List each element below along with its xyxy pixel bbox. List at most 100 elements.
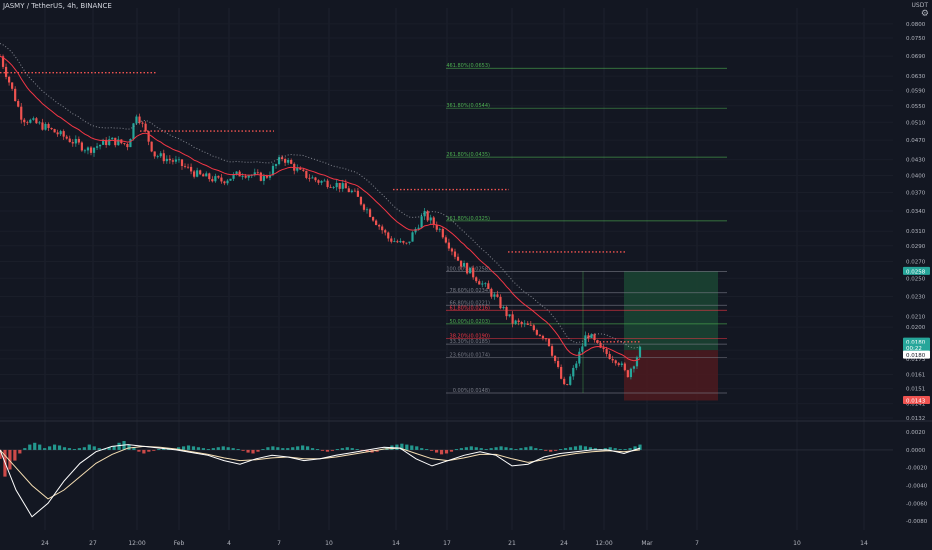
macd-histogram-bar [52,444,57,450]
macd-histogram-bar [568,447,573,450]
candle-body [547,338,551,347]
time-axis[interactable]: 24 27 12:00 Feb 4 7 10 14 17 21 24 12:00 Mar 7 10 14 [41,540,868,547]
gear-icon[interactable]: ⚙ [920,9,929,19]
price-axis-tick: 0.0290 [906,244,926,250]
macd-histogram-bar [33,442,37,450]
price-axis-tick: 0.0151 [906,387,925,393]
candle-body [217,176,220,178]
candle-body [177,159,181,161]
candle-body [632,366,636,369]
macd-histogram-bar [489,448,493,450]
time-axis-tick: 10 [325,540,333,547]
candle-body [365,209,369,211]
macd-histogram-bar [57,445,62,450]
candle-body [296,167,299,171]
candle-body [432,217,435,225]
resistance-levels[interactable] [0,71,640,343]
candle-body [444,237,447,243]
macd-histogram-bar [519,448,523,450]
macd-histogram-bar [157,449,161,450]
candle-body [356,190,360,197]
price-axis-tick: 0.0310 [906,229,926,235]
position-zones[interactable] [624,271,718,401]
candle-body [314,177,317,181]
candle-body [456,256,460,261]
macd-histogram-bar [147,449,151,452]
candle-body [629,368,633,378]
candle-body [505,307,508,317]
time-axis-tick: 24 [560,540,568,547]
candle-body [375,220,378,225]
macd-histogram-bar [464,447,468,450]
candle-body [523,323,526,325]
price-axis-tick: 0.0590 [906,88,926,94]
macd-histogram-bar [291,447,295,450]
candle-body [159,153,162,157]
candle-body [402,240,405,243]
macd-histogram-bar [529,446,533,450]
candle-body [199,170,202,175]
macd-histogram-bar [549,449,553,452]
candle-body [23,119,26,123]
macd-histogram-bar [13,449,17,461]
macd-histogram-bar [0,449,2,459]
candle-body [335,182,338,188]
macd-histogram-bar [186,445,191,450]
price-axis-tick: 0.0400 [906,173,926,179]
macd-histogram-bar [454,449,459,450]
candle-body [469,267,472,274]
symbol-title[interactable]: JASMY / TetherUS, 4h, BINANCE [3,2,112,10]
macd-histogram-bar [77,448,81,450]
candle-body [344,183,347,189]
candle-body [493,294,496,297]
ema-path [0,55,641,362]
candle-body [256,172,259,174]
macd-histogram-bar [152,449,156,451]
macd-histogram-bar [539,449,543,450]
macd-axis[interactable]: 0.0020 0.0000 -0.0020 -0.0040 -0.0060 -0.0080 [906,430,928,525]
macd-histogram-bar [177,447,181,450]
macd-histogram-bar [638,444,642,450]
fib-level-label: 33.30%(0.0185) [450,339,491,345]
candle-body [241,176,244,177]
candle-body [520,321,523,325]
macd-histogram-bar [509,448,513,450]
macd-histogram-bar [320,449,325,451]
candle-body [271,165,275,176]
macd-histogram-bar [8,449,12,470]
candle-body [138,116,141,123]
macd-histogram-bar [335,449,339,450]
candle-body [605,349,608,354]
macd-histogram-bar [544,449,548,451]
macd-histogram-bar [196,447,201,450]
macd-histogram-bar [410,445,414,450]
candle-body [378,224,381,227]
candle-body [147,131,150,142]
price-axis-tick: 0.0270 [906,259,926,265]
candle-body [287,160,290,163]
fib-level-label: 50.00%(0.0203) [450,319,491,325]
macd-histogram-bar [261,449,265,450]
macd-histogram-bar [628,448,632,450]
macd-histogram-bar [97,448,101,450]
candle-body [208,173,211,180]
candle-body [277,157,281,165]
candle-body [26,122,29,124]
fib-retracement[interactable]: 461.80%(0.0653) 361.80%(0.0544) 261.80%(0.… [446,63,727,394]
macd-histogram-bar [524,447,528,450]
time-axis-tick: 4 [227,540,231,547]
candle-body [617,363,620,365]
price-axis-tick: 0.0230 [906,295,926,301]
price-badge [903,266,930,275]
candle-body [232,174,235,179]
candle-body [353,190,356,192]
candle-body [123,143,126,145]
price-badge-label: 0.0180 [906,340,926,346]
macd-axis-tick: -0.0080 [906,519,928,525]
candle-body [417,227,420,229]
candle-body [214,176,217,182]
candle-body [4,66,8,77]
